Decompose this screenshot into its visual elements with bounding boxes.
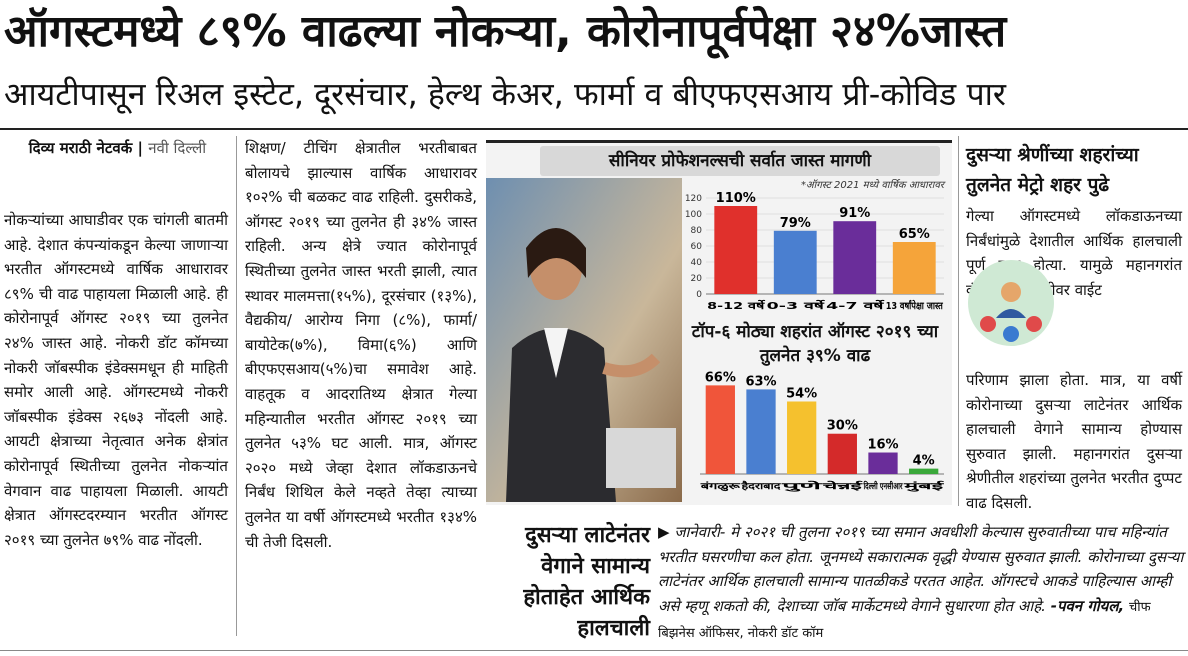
bar [705,385,735,474]
place: नवी दिल्ली [148,139,207,157]
x-tick-label: चेन्नई [820,480,864,492]
value-label: 30% [827,419,858,434]
chart-note: *ऑगस्ट 2021 मध्ये वार्षिक आधारावर [801,179,946,191]
value-label: 91% [839,206,870,221]
value-label: 65% [899,227,930,242]
rule [0,128,1188,130]
quote-heading: दुसऱ्या लाटेनंतर वेगाने सामान्य होताहेत … [523,523,650,641]
subheadline: आयटीपासून रिअल इस्टेट, दूरसंचार, हेल्थ क… [4,75,1007,113]
speaker-role: चीफ बिझनेस ऑफिसर, नोकरी डॉट कॉम [658,599,1151,642]
bar [909,468,939,474]
y-tick-label: 0 [696,290,702,300]
x-tick-label: दिल्ली एनसीआर [863,480,903,492]
sidebar-text: परिणाम झाला होता. मात्र, या वर्षी कोरोना… [966,371,1182,512]
quote: ▶ जानेवारी- मे २०२१ ची तुलना २०१९ च्या स… [658,523,1184,642]
icon [968,260,1054,346]
y-tick-label: 80 [691,226,703,236]
sidebar-heading: दुसऱ्या श्रेणींच्या शहरांच्या तुलनेत मेट… [966,144,1139,196]
bar [833,221,877,294]
headline: ऑगस्टमध्ये ८९% वाढल्या नोकऱ्या, कोरोनापू… [4,6,1007,57]
y-tick-label: 100 [685,210,702,220]
bar [892,242,936,294]
x-tick-label: 0-3 वर्षे [767,299,826,312]
x-tick-label: मुंबई [902,480,946,492]
y-tick-label: 20 [691,274,703,284]
bar [787,401,817,474]
y-tick-label: 40 [691,258,703,268]
value-label: 16% [867,438,898,453]
article-column: शिक्षण/ टीचिंग क्षेत्रातील भरतीबाबत बोला… [245,139,477,551]
value-label: 4% [913,454,935,469]
rule [0,650,1188,651]
byline: दिव्य मराठी नेटवर्क | नवी दिल्ली [28,139,207,157]
x-tick-label: पुणे [779,480,823,492]
bar [746,389,776,474]
separator [958,136,959,506]
chart-title: टॉप-६ मोठ्या शहरांत ऑगस्ट २०१९ च्या तुलन… [691,322,939,366]
value-label: 54% [786,386,817,401]
y-tick-label: 60 [691,242,703,252]
value-label: 66% [705,370,736,385]
y-tick-label: 120 [685,194,702,204]
article-column: नोकऱ्यांच्या आघाडीवर एक चांगली बातमी आहे… [4,211,228,549]
bar [868,452,898,474]
photo [486,178,682,502]
x-tick-label: 4-7 वर्षे [826,299,885,312]
bar [773,230,817,294]
chart-title: सीनियर प्रोफेशनल्सची सर्वात जास्त मागणी [540,146,940,176]
chart: *ऑगस्ट 2021 मध्ये वार्षिक आधारावर 0 20 40 60… [685,179,946,312]
value-label: 79% [780,216,811,231]
value-label: 63% [745,374,776,389]
x-tick-label: 8-12 वर्षे [707,299,766,312]
source: दिव्य मराठी नेटवर्क [28,139,133,157]
x-tick-label: हैदराबाद [740,480,782,492]
x-tick-label: बंगळुरू [699,481,741,492]
bar [827,433,857,474]
quote-text: जानेवारी- मे २०२१ ची तुलना २०१९ च्या समा… [658,523,1184,615]
separator [236,136,237,636]
bar [714,206,758,294]
x-tick-label: 13 वर्षांपेक्षा जास्त [886,299,944,312]
speaker: -पवन गोयल, [1050,596,1125,615]
value-label: 110% [716,191,756,206]
chart: 66% बंगळुरू 63% हैदराबाद 54% पुणे 30% चेन्नई 16%… [699,370,946,492]
